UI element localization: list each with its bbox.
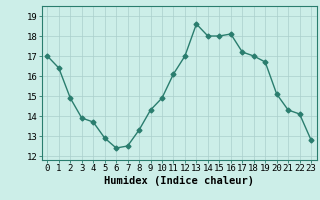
- X-axis label: Humidex (Indice chaleur): Humidex (Indice chaleur): [104, 176, 254, 186]
